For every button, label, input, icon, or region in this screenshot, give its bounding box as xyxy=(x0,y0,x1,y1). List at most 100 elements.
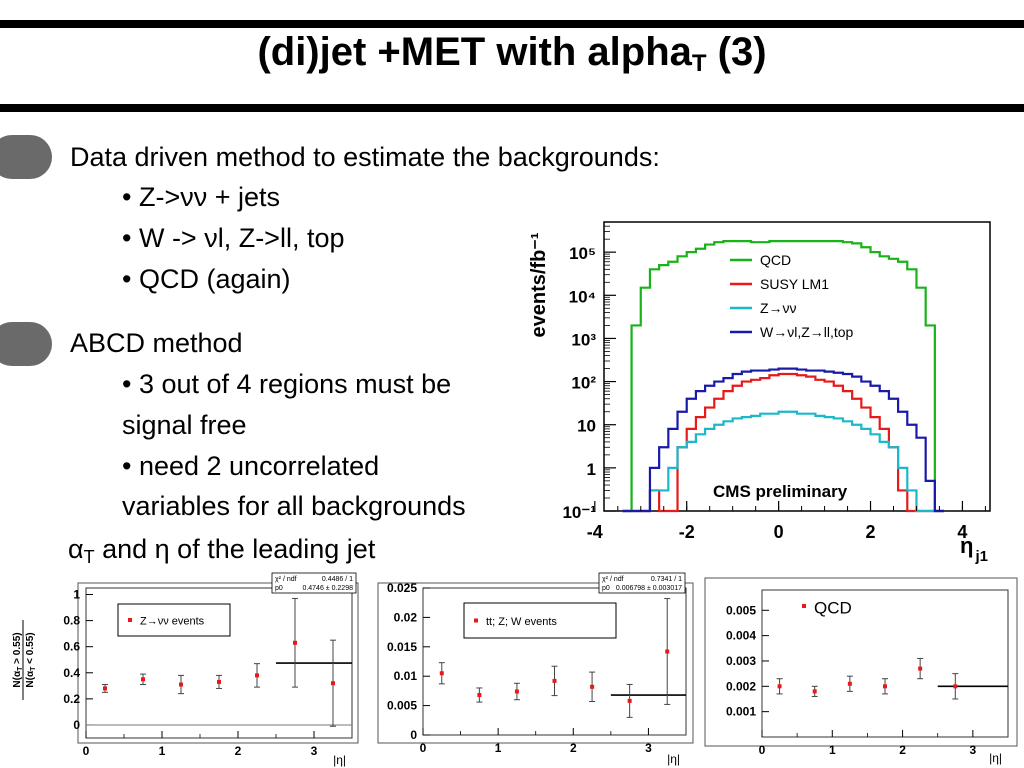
data-point xyxy=(918,666,923,671)
panel-frame xyxy=(704,577,1018,747)
y-tick-label: 10 xyxy=(577,417,596,436)
data-point xyxy=(179,682,183,687)
x-tick-label: -2 xyxy=(679,522,695,542)
panel-frame xyxy=(77,582,359,744)
ratio-chart-3: 0.001 0.002 0.003 0.004 0.005 0 1 2 3 |η| QCD xyxy=(704,577,1018,765)
x-tick-label: 2 xyxy=(899,743,906,757)
panel-frame xyxy=(377,582,694,744)
x-tick-label: 1 xyxy=(159,744,166,758)
y-tick-label: 0.025 xyxy=(387,581,417,595)
fit-stat-label: χ² / ndf xyxy=(275,576,297,583)
y-tick-label: 10⁴ xyxy=(569,287,596,306)
data-point xyxy=(665,649,670,654)
legend-marker xyxy=(474,618,478,623)
data-point xyxy=(331,681,335,686)
x-axis-label: |η| xyxy=(667,752,680,766)
ratio-numerator: N(αT > 0.55) xyxy=(12,632,24,687)
bullet-marker xyxy=(0,322,52,366)
data-point xyxy=(627,698,632,703)
legend-label: Z→νν events xyxy=(140,616,205,628)
text-bullet-regions: • 3 out of 4 regions must be xyxy=(122,369,452,399)
x-axis-label: |η| xyxy=(333,753,346,767)
legend-label: Z→νν xyxy=(760,300,797,316)
y-tick-label: 1 xyxy=(73,588,80,602)
legend-marker xyxy=(128,618,132,622)
data-point xyxy=(439,671,444,676)
ratio-denominator: N(αT < 0.55) xyxy=(25,632,37,687)
title-rule-bottom xyxy=(0,104,1024,112)
x-tick-label: 1 xyxy=(495,741,502,755)
plot-frame xyxy=(761,589,1009,738)
chart-annotation: CMS preliminary xyxy=(713,482,848,501)
data-point xyxy=(552,678,557,683)
legend-box xyxy=(463,602,617,639)
legend-label: QCD xyxy=(760,252,791,268)
data-point xyxy=(293,640,297,645)
y-tick-label: 0.01 xyxy=(394,669,418,683)
fit-stats-box xyxy=(271,572,357,594)
ratio-denominator-main: N(α xyxy=(25,670,36,688)
x-tick-label: 2 xyxy=(866,522,876,542)
ratio-denominator-sub: T xyxy=(30,666,37,671)
data-point xyxy=(847,681,852,686)
slide-title: (di)jet +MET with alphaT (3) xyxy=(257,30,767,77)
ratio-denominator-rest: < 0.55) xyxy=(25,632,36,666)
x-axis-label-sub: j1 xyxy=(974,548,988,565)
y-tick-label: 0.003 xyxy=(726,654,756,668)
y-tick-label: 0 xyxy=(73,718,80,732)
fit-stat-label: p0 xyxy=(602,585,610,592)
data-point xyxy=(477,693,482,698)
data-point xyxy=(590,684,595,689)
x-tick-label: 0 xyxy=(759,743,766,757)
fit-stat-value: 0.7341 / 1 xyxy=(651,576,682,583)
ratio-numerator-rest: > 0.55) xyxy=(12,632,23,666)
fit-stat-value: 0.006798 ± 0.003017 xyxy=(616,585,682,592)
x-tick-label: -4 xyxy=(587,522,603,542)
x-tick-label: 1 xyxy=(829,743,836,757)
x-axis-label-main: η xyxy=(960,533,973,558)
series-line-z- xyxy=(622,410,945,513)
histogram-chart: -4 -2 0 2 4 10⁻¹ 1 10 10² 10³ 10⁴ 10⁵ events/fb⁻¹ η j1… xyxy=(528,221,991,565)
text-bullet-uncorrelated: • need 2 uncorrelated xyxy=(122,451,380,481)
y-tick-label: 10⁵ xyxy=(569,244,596,263)
text-line-1: Data driven method to estimate the backg… xyxy=(70,142,660,172)
data-point xyxy=(883,684,887,689)
data-point xyxy=(141,677,145,682)
y-tick-label: 0.6 xyxy=(63,640,80,654)
y-tick-label: 10³ xyxy=(571,330,596,349)
x-tick-label: 3 xyxy=(970,743,977,757)
text-bullet-qcd: • QCD (again) xyxy=(122,264,291,294)
fit-stats-box xyxy=(598,572,686,594)
fit-stat-label: p0 xyxy=(275,585,283,592)
data-point xyxy=(514,689,519,694)
text-bullet-uncorrelated-2: variables for all backgrounds xyxy=(122,491,466,521)
x-tick-label: 2 xyxy=(235,744,242,758)
y-tick-label: 0.4 xyxy=(63,666,80,680)
y-axis-label: events/fb⁻¹ xyxy=(528,232,550,337)
x-tick-label: 3 xyxy=(311,744,318,758)
legend-label: QCD xyxy=(814,599,852,618)
text-bullet-w: • W -> νl, Z->ll, top xyxy=(122,223,345,253)
data-point xyxy=(812,689,817,694)
y-tick-label: 0.001 xyxy=(726,705,756,719)
y-tick-label: 0 xyxy=(410,728,417,742)
ratio-numerator-sub: T xyxy=(17,666,24,671)
x-tick-label: 2 xyxy=(570,741,577,755)
x-axis-label: η j1 xyxy=(960,533,988,565)
legend-label: SUSY LM1 xyxy=(760,276,829,292)
ratio-chart-2: 0 0.005 0.01 0.015 0.02 0.025 0 1 2 3 |η| tt; Z; W … xyxy=(377,572,694,766)
y-tick-label: 1 xyxy=(587,460,596,479)
text-bullet-z: • Z->νν + jets xyxy=(122,182,280,212)
x-tick-label: 0 xyxy=(420,741,427,755)
y-tick-label: 0.02 xyxy=(394,610,418,624)
title-rule-top xyxy=(0,20,1024,28)
y-tick-label: 0.005 xyxy=(387,699,417,713)
fit-stat-label: χ² / ndf xyxy=(602,576,624,583)
legend-label: tt; Z; W events xyxy=(486,616,557,628)
x-tick-label: 0 xyxy=(774,522,784,542)
data-point xyxy=(777,684,782,689)
data-point xyxy=(953,684,958,689)
series-line-qcd xyxy=(622,240,945,513)
y-tick-label: 0.002 xyxy=(726,679,756,693)
data-point xyxy=(217,679,221,684)
